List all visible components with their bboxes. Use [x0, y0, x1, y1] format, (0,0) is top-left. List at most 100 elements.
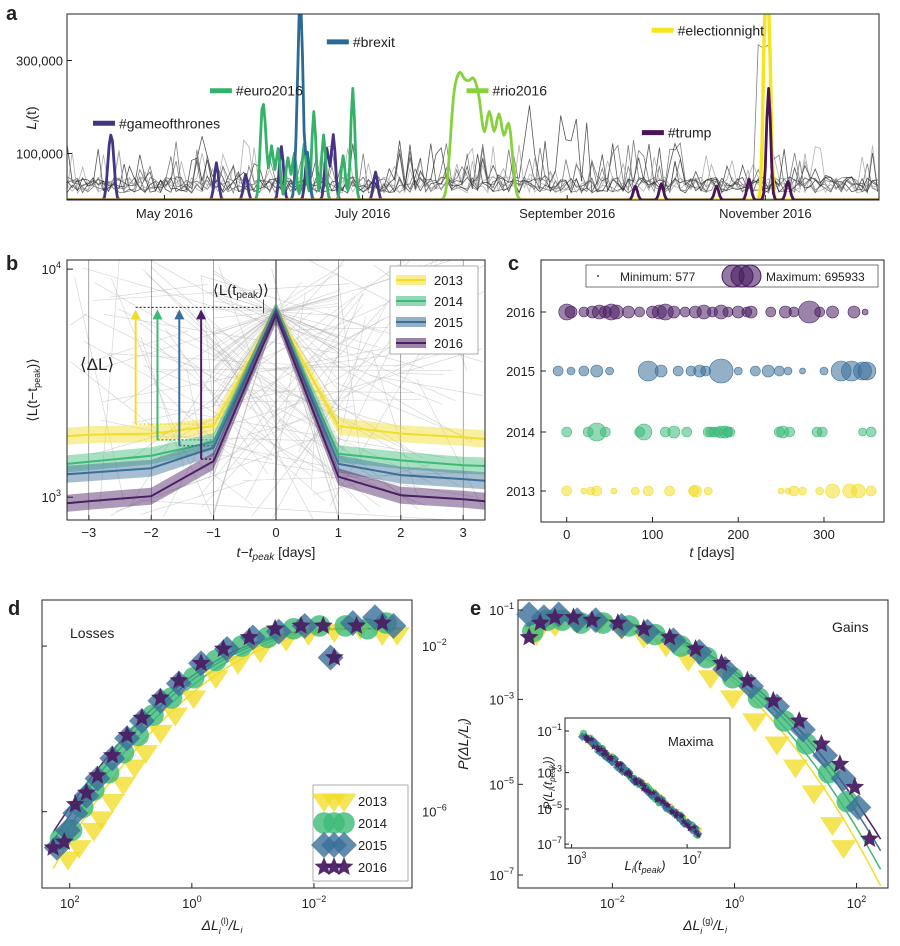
panel-a-y-axis-label: Li(t)	[23, 106, 42, 129]
series-label-euro2016: #euro2016	[236, 83, 303, 99]
peak-trace	[213, 285, 277, 313]
inset-marker	[692, 828, 699, 835]
y-tick-label: 103	[42, 488, 61, 505]
peak-annotation-main: ⟨L(t	[213, 282, 237, 299]
background-trace	[267, 355, 389, 372]
series-label-brexit: #brexit	[353, 34, 395, 50]
marker-2015	[845, 794, 872, 821]
panel-b-background-traces	[70, 252, 485, 520]
bubble-2016	[564, 305, 578, 319]
series-line-trump	[67, 87, 879, 200]
peak-trace	[275, 311, 339, 367]
marker-2016	[738, 670, 757, 689]
background-trace	[70, 361, 254, 506]
panel-a-x-ticks: May 2016 July 2016 September 2016 November …	[136, 195, 812, 221]
marker-2015	[380, 612, 407, 639]
bubble-2016	[609, 304, 624, 320]
marker-2016	[373, 613, 392, 631]
background-trace	[155, 364, 407, 372]
panel-e-markers	[516, 601, 879, 860]
delta-arrowhead-2013	[130, 309, 141, 320]
bubble-2013	[642, 485, 654, 497]
peak-trace	[275, 311, 339, 474]
bubble-2016	[634, 306, 645, 318]
panel-b-x-axis-label: t−tpeak [days]	[237, 544, 316, 563]
marker-2013	[819, 817, 846, 836]
y-tick-label-base: 10	[489, 692, 503, 707]
y-tick-label-exp: 4	[56, 260, 61, 270]
legend-label-2014: 2014	[358, 816, 387, 831]
background-trace	[157, 475, 215, 495]
peak-trace	[213, 311, 277, 332]
x-tick-label: 10−2	[600, 894, 625, 911]
inset-marker	[687, 825, 697, 835]
y-tick-label-exp: −3	[504, 690, 514, 700]
panel-c-ticks: 2013 2014 2015 2016 0 100 200 300	[506, 305, 835, 542]
x-tick-label-exp: −2	[614, 894, 624, 904]
marker-2016	[608, 613, 628, 631]
marker-2013	[55, 851, 81, 871]
marker-2016	[545, 607, 565, 626]
legend-label-2015: 2015	[358, 838, 387, 853]
panel-label-c: c	[508, 253, 519, 275]
series-label-rio2016: #rio2016	[493, 83, 548, 99]
x-tick-label-base: 10	[600, 896, 614, 911]
marker-2016	[265, 618, 285, 637]
background-trace	[109, 284, 208, 298]
inset-marker	[590, 743, 597, 750]
inset-marker	[601, 747, 609, 754]
inset-marker	[678, 813, 686, 819]
marker-2016	[77, 783, 96, 801]
legend-marker-2013	[331, 793, 357, 813]
marker-2016	[519, 627, 539, 646]
y-tick-label-exp: −2	[436, 637, 446, 647]
inset-y-tick-label-base: 10	[537, 802, 551, 817]
inset-marker	[673, 812, 683, 821]
marker-2016	[530, 613, 550, 631]
background-trace	[79, 330, 188, 366]
y-tick-label: 300,000	[16, 54, 63, 69]
marker-2015	[830, 765, 857, 792]
confidence-band-2014	[67, 303, 485, 475]
background-trace	[416, 378, 483, 508]
peak-trace	[275, 296, 339, 313]
background-trace	[251, 339, 392, 517]
bubble-2013	[777, 487, 785, 495]
x-tick-label-exp: 2	[861, 894, 866, 904]
panel-c-size-legend: Minimum: 577 Maximum: 695933	[585, 264, 879, 288]
series-label-trump: #trump	[668, 125, 712, 141]
peak-trace	[275, 311, 339, 343]
bubble-2014	[681, 426, 693, 438]
panel-b-y-axis-label: ⟨L(t−tpeak)⟩	[24, 358, 42, 422]
series-label-electionnight: #electionnight	[678, 22, 765, 38]
size-legend-max-label: Maximum: 695933	[766, 270, 865, 284]
marker-2016	[132, 708, 152, 727]
peak-trace	[275, 311, 339, 353]
bubble-2016	[722, 306, 734, 318]
bubble-2013	[703, 486, 713, 496]
panel-label-b: b	[6, 253, 18, 275]
inset-marker	[607, 755, 614, 762]
y-tick-label-exp: −5	[504, 775, 514, 785]
y-tick-label: 2015	[506, 364, 535, 379]
x-tick-label: September 2016	[519, 206, 615, 221]
inset-marker	[621, 765, 630, 775]
inset-y-tick-label: 10−7	[537, 835, 562, 852]
panel-a-background-traces	[67, 44, 879, 195]
background-trace	[140, 480, 250, 515]
peak-trace	[275, 311, 339, 516]
background-trace	[228, 304, 364, 471]
background-trace	[140, 252, 369, 256]
bubble-2015	[819, 366, 829, 376]
inset-marker	[633, 776, 640, 783]
inset-x-tick-label: 107	[682, 850, 701, 867]
x-tick-label: 10−2	[302, 894, 327, 911]
inset-marker	[653, 796, 660, 803]
background-trace	[122, 264, 344, 404]
marker-2016	[239, 627, 259, 646]
x-tick-label: 0	[272, 525, 279, 540]
bubble-2015	[799, 367, 806, 375]
y-tick-label: 2013	[506, 484, 535, 499]
marker-2016	[660, 627, 680, 646]
background-trace	[145, 273, 346, 452]
